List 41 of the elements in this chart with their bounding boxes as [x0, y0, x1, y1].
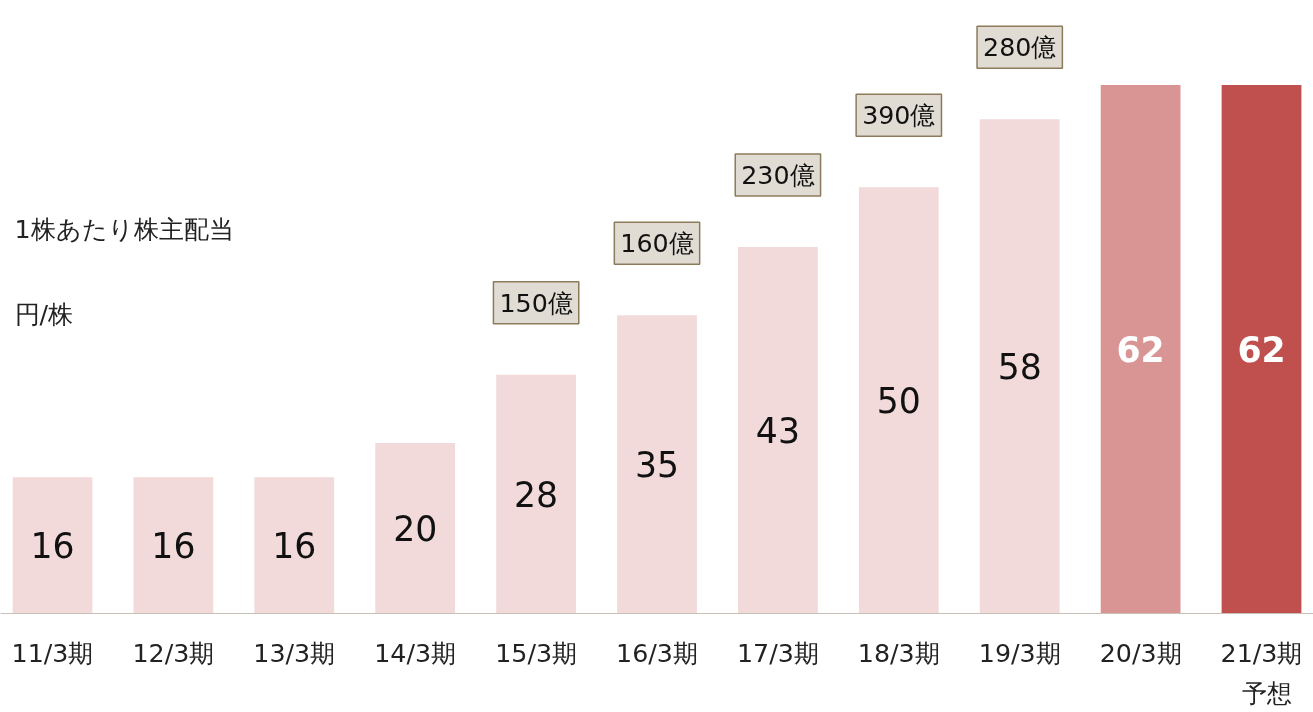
bar [1100, 85, 1181, 614]
bar [496, 374, 576, 614]
x-tick-label: 12/3期 [132, 637, 215, 668]
x-tick-label: 19/3期 [978, 637, 1061, 668]
annotation: 390億 [862, 100, 936, 131]
x-tick-label: 11/3期 [11, 637, 94, 668]
data-label: 50 [876, 381, 921, 422]
x-tick-label: 16/3期 [616, 637, 698, 668]
data-label: 16 [272, 526, 317, 567]
data-label: 62 [1237, 330, 1286, 371]
data-label: 16 [151, 526, 196, 567]
y-axis-title: 円/株 [14, 298, 74, 329]
data-label: 62 [1116, 330, 1165, 371]
annotation: 150億 [499, 287, 573, 318]
annotation: 230億 [741, 160, 815, 190]
annotation: 280億 [983, 32, 1057, 63]
data-label: 28 [514, 475, 559, 516]
bar [979, 119, 1060, 614]
text: 1株あたり株主配当 [14, 213, 234, 244]
bar [375, 443, 456, 614]
x-tick-label: 14/3期 [374, 637, 457, 668]
bar [617, 315, 697, 614]
bar [12, 477, 93, 614]
bar [1221, 85, 1302, 614]
bar [133, 477, 214, 614]
data-label: 58 [997, 347, 1042, 388]
bar [254, 477, 335, 614]
data-label: 35 [634, 445, 680, 486]
data-label: 20 [393, 509, 438, 550]
x-tick-label: 18/3期 [857, 637, 940, 668]
x-tick-label: 17/3期 [736, 637, 819, 668]
bar [858, 187, 939, 614]
x-tick-label: 15/3期 [495, 637, 578, 668]
annotation: 160億 [620, 228, 694, 259]
text: 予想 [1241, 677, 1292, 708]
x-tick-label: 20/3期 [1099, 637, 1182, 668]
data-label: 16 [30, 526, 75, 567]
data-label: 43 [755, 411, 800, 452]
x-tick-label: 21/3期 [1220, 637, 1303, 668]
x-tick-label: 13/3期 [253, 637, 336, 668]
bar [738, 247, 818, 614]
